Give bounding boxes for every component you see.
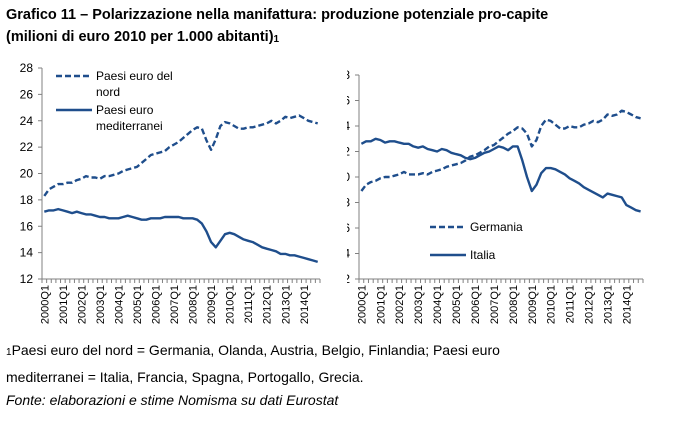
- x-tick-label: 2011Q1: [565, 285, 577, 323]
- x-tick-label: 2012Q1: [262, 285, 274, 324]
- y-tick-label: 16: [20, 219, 34, 233]
- series-line-germania: [360, 109, 641, 192]
- source-note: Fonte: elaborazioni e stime Nomisma su d…: [6, 392, 339, 408]
- legend-label: Italia: [470, 248, 496, 262]
- chart-title: Grafico 11 – Polarizzazione nella manifa…: [6, 4, 690, 50]
- x-tick-label: 2013Q1: [603, 285, 615, 324]
- x-tick-label: 2014Q1: [621, 285, 633, 324]
- legend-label: Paesi euro del: [96, 69, 173, 83]
- series-line-paesi-euro-del-nord: [43, 114, 319, 197]
- x-tick-label: 2007Q1: [169, 285, 181, 324]
- x-tick-label: 2014Q1: [299, 285, 311, 324]
- x-tick-label: 2003Q1: [95, 285, 107, 324]
- x-tick-label: 2011Q1: [243, 285, 255, 323]
- y-tick-label: 24: [347, 119, 350, 133]
- series-line-italia: [360, 137, 641, 213]
- y-tick-label: 28: [347, 68, 350, 82]
- chart-left: 12 14 16 18 20 22 24 26 28 2000Q1 2001Q1 2002Q1 2003…: [20, 61, 321, 324]
- x-tick-label: 2013Q1: [280, 285, 292, 324]
- x-tick-label: 2002Q1: [394, 285, 406, 324]
- series-line-paesi-euro-mediterranei: [43, 207, 319, 264]
- footnote-line-1: Paesi euro del nord = Germania, Olanda, …: [11, 342, 500, 358]
- y-tick-label: 26: [20, 87, 34, 101]
- y-tick-label: 28: [20, 61, 34, 75]
- x-tick-label: 2009Q1: [206, 285, 218, 324]
- legend-label: nord: [96, 85, 120, 99]
- title-line-1: Grafico 11 – Polarizzazione nella manifa…: [6, 7, 549, 23]
- y-tick-label: 22: [20, 140, 34, 154]
- x-tick-label: 2004Q1: [113, 285, 125, 324]
- y-tick-label: 18: [20, 193, 34, 207]
- x-tick-label: 2008Q1: [508, 285, 520, 324]
- x-tick-label: 2006Q1: [151, 285, 163, 324]
- y-tick-label: 24: [20, 114, 34, 128]
- x-tick-label: 2009Q1: [527, 285, 539, 324]
- y-tick-label: 22: [347, 145, 350, 159]
- x-tick-label: 2000Q1: [39, 285, 51, 324]
- chart-right: 12 14 16 18 20 22 24 26 28 2000Q1 2001Q1 2002Q1 2003…: [347, 68, 644, 324]
- y-tick-label: 12: [347, 272, 350, 286]
- footnote-marker: 1: [6, 347, 12, 358]
- footnote-line-2: mediterranei = Italia, Francia, Spagna, …: [6, 369, 364, 385]
- x-tick-label: 2010Q1: [546, 285, 558, 324]
- x-tick-label: 2004Q1: [432, 285, 444, 324]
- x-tick-label: 2000Q1: [356, 285, 368, 324]
- legend-label: Paesi euro: [96, 103, 154, 117]
- title-unit: (milioni di euro 2010 per 1.000 abitanti…: [6, 29, 274, 45]
- y-tick-label: 26: [347, 94, 350, 108]
- legend-label: Germania: [470, 220, 523, 234]
- footnote: 1Paesi euro del nord = Germania, Olanda,…: [6, 338, 686, 389]
- y-tick-label: 18: [347, 196, 350, 210]
- title-line-2: (milioni di euro 2010 per 1.000 abitanti…: [6, 26, 690, 50]
- legend-label: mediterranei: [96, 119, 163, 133]
- x-tick-label: 2005Q1: [132, 285, 144, 324]
- x-tick-label: 2007Q1: [489, 285, 501, 324]
- x-tick-label: 2012Q1: [584, 285, 596, 324]
- y-tick-label: 12: [20, 272, 34, 286]
- y-tick-label: 20: [20, 167, 34, 181]
- y-tick-label: 14: [20, 246, 34, 260]
- x-tick-label: 2003Q1: [413, 285, 425, 324]
- x-tick-label: 2002Q1: [76, 285, 88, 324]
- x-tick-label: 2005Q1: [451, 285, 463, 324]
- y-tick-label: 20: [347, 170, 350, 184]
- y-tick-label: 14: [347, 247, 350, 261]
- title-footnote-marker: 1: [273, 34, 280, 45]
- x-tick-label: 2001Q1: [58, 285, 70, 324]
- x-tick-label: 2010Q1: [225, 285, 237, 324]
- x-tick-label: 2006Q1: [470, 285, 482, 324]
- x-tick-label: 2001Q1: [375, 285, 387, 324]
- y-tick-label: 16: [347, 221, 350, 235]
- x-tick-label: 2008Q1: [188, 285, 200, 324]
